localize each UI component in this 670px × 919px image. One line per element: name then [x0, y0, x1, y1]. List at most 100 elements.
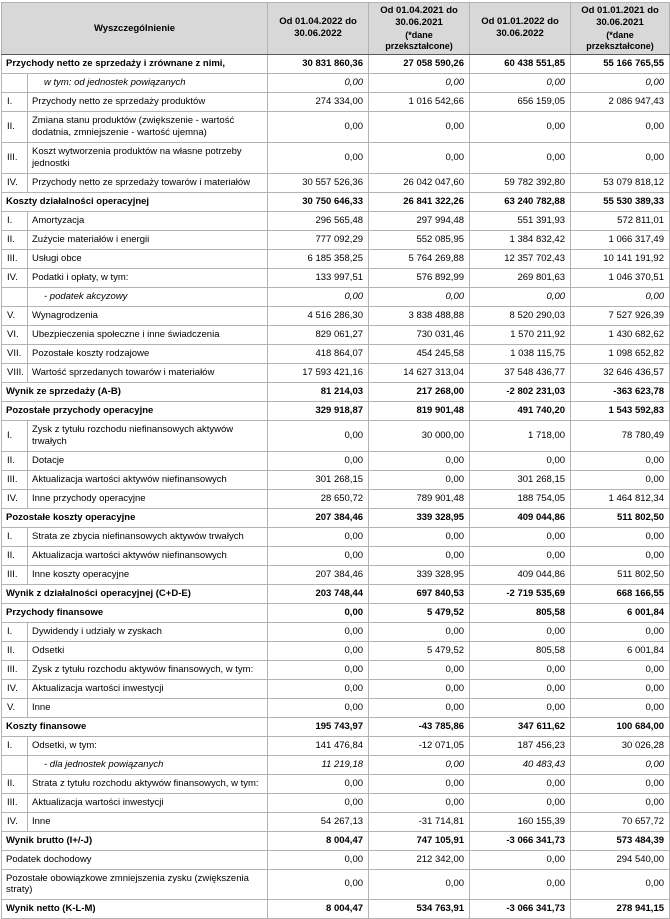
- row-value: 0,00: [469, 678, 572, 699]
- row-value: 37 548 436,77: [469, 362, 572, 383]
- header-row: Wyszczególnienie Od 01.04.2022 do 30.06.…: [0, 1, 670, 56]
- table-row: VIII. Wartość sprzedanych towarów i mater…: [1, 362, 670, 383]
- row-value: 576 892,99: [368, 267, 471, 288]
- row-value: 53 079 818,12: [570, 172, 670, 193]
- row-value: 1 016 542,66: [368, 92, 471, 113]
- row-value: 1 718,00: [469, 419, 572, 452]
- row-value: 1 038 115,75: [469, 343, 572, 364]
- row-label: Przychody finansowe: [0, 602, 269, 623]
- row-value: 6 185 358,25: [267, 248, 370, 269]
- row-value: 697 840,53: [368, 583, 471, 604]
- row-value: 0,00: [469, 545, 572, 566]
- row-value: 6 001,84: [570, 602, 670, 623]
- row-label: Inne: [26, 697, 269, 718]
- row-label: Wartość sprzedanych towarów i materiałów: [26, 362, 269, 383]
- row-value: 1 430 682,62: [570, 324, 670, 345]
- row-value: 339 328,95: [368, 507, 471, 528]
- row-label: Usługi obce: [26, 248, 269, 269]
- row-value: 0,00: [469, 286, 572, 307]
- row-ordinal: [1, 754, 28, 775]
- row-value: 0,00: [368, 868, 471, 901]
- row-label: Wynik ze sprzedaży (A-B): [0, 381, 269, 402]
- table-row: III. Inne koszty operacyjne 207 384,46 339 …: [1, 564, 670, 585]
- row-value: 0,00: [469, 73, 572, 94]
- row-label: Strata z tytułu rozchodu aktywów finanso…: [26, 773, 269, 794]
- table-row: II. Zużycie materiałów i energii 777 092,2…: [1, 229, 670, 250]
- column-header-period-4: Od 01.01.2021 do 30.06.2021 (*dane przek…: [570, 1, 670, 56]
- row-value: 805,58: [469, 602, 572, 623]
- row-ordinal: III.: [1, 142, 28, 174]
- row-value: 511 802,50: [570, 564, 670, 585]
- table-row: Wynik ze sprzedaży (A-B) 81 214,03 217 268…: [0, 381, 670, 402]
- row-value: 0,00: [570, 773, 670, 794]
- row-value: 329 918,87: [267, 400, 370, 421]
- row-value: 187 456,23: [469, 735, 572, 756]
- row-ordinal: [1, 73, 28, 94]
- table-row: II. Zmiana stanu produktów (zwiększenie -…: [1, 111, 670, 143]
- row-value: 491 740,20: [469, 400, 572, 421]
- row-value: 5 764 269,88: [368, 248, 471, 269]
- row-value: 0,00: [570, 450, 670, 471]
- row-value: 160 155,39: [469, 811, 572, 832]
- row-value: -2 719 535,69: [469, 583, 572, 604]
- row-ordinal: III.: [1, 659, 28, 680]
- row-value: 0,00: [469, 526, 572, 547]
- table-row: Podatek dochodowy 0,00 212 342,00 0,00 294 5…: [0, 849, 670, 870]
- table-row: VI. Ubezpieczenia społeczne i inne świadc…: [1, 324, 670, 345]
- row-value: 0,00: [469, 792, 572, 813]
- row-value: 0,00: [267, 849, 370, 870]
- table-row: - podatek akcyzowy 0,00 0,00 0,00 0,00: [1, 286, 670, 307]
- period-note: (*dane przekształcone): [586, 29, 654, 51]
- row-value: 5 479,52: [368, 602, 471, 623]
- row-value: -3 066 341,73: [469, 830, 572, 851]
- row-ordinal: II.: [1, 111, 28, 143]
- table-row: III. Aktualizacja wartości aktywów niefin…: [1, 469, 670, 490]
- row-value: 301 268,15: [267, 469, 370, 490]
- row-value: 78 780,49: [570, 419, 670, 452]
- row-value: 1 543 592,83: [570, 400, 670, 421]
- row-ordinal: III.: [1, 469, 28, 490]
- table-row: I. Zysk z tytułu rozchodu niefinansowych …: [1, 419, 670, 452]
- row-label: Przychody netto ze sprzedaży i zrównane …: [0, 54, 269, 75]
- row-value: 0,00: [469, 849, 572, 870]
- table-row: I. Strata ze zbycia niefinansowych aktywó…: [1, 526, 670, 547]
- table-row: II. Odsetki 0,00 5 479,52 805,58 6 001,84: [1, 640, 670, 661]
- row-ordinal: II.: [1, 545, 28, 566]
- row-ordinal: VI.: [1, 324, 28, 345]
- row-value: 668 166,55: [570, 583, 670, 604]
- table-row: V. Inne 0,00 0,00 0,00 0,00: [1, 697, 670, 718]
- table-row: III. Koszt wytworzenia produktów na własn…: [1, 142, 670, 174]
- column-header-period-1: Od 01.04.2022 do 30.06.2022: [267, 1, 370, 56]
- table-row: I. Dywidendy i udziały w zyskach 0,00 0,00 0…: [1, 621, 670, 642]
- row-value: 100 684,00: [570, 716, 670, 737]
- row-ordinal: IV.: [1, 811, 28, 832]
- row-label: - dla jednostek powiązanych: [26, 754, 269, 775]
- row-label: Inne koszty operacyjne: [26, 564, 269, 585]
- row-value: -363 623,78: [570, 381, 670, 402]
- row-value: 30 831 860,36: [267, 54, 370, 75]
- row-value: 0,00: [368, 526, 471, 547]
- row-value: 0,00: [469, 868, 572, 901]
- row-value: 63 240 782,88: [469, 191, 572, 212]
- row-label: Zmiana stanu produktów (zwiększenie - wa…: [26, 111, 269, 143]
- row-label: Ubezpieczenia społeczne i inne świadczen…: [26, 324, 269, 345]
- row-value: 7 527 926,39: [570, 305, 670, 326]
- row-value: 0,00: [469, 621, 572, 642]
- table-row: IV. Aktualizacja wartości inwestycji 0,00 0…: [1, 678, 670, 699]
- row-value: -43 785,86: [368, 716, 471, 737]
- row-value: 11 219,18: [267, 754, 370, 775]
- row-ordinal: [1, 286, 28, 307]
- row-value: 10 141 191,92: [570, 248, 670, 269]
- table-row: I. Przychody netto ze sprzedaży produktów…: [1, 92, 670, 113]
- row-value: -31 714,81: [368, 811, 471, 832]
- row-value: 0,00: [368, 621, 471, 642]
- row-value: 0,00: [570, 659, 670, 680]
- row-value: 133 997,51: [267, 267, 370, 288]
- row-label: w tym: od jednostek powiązanych: [26, 73, 269, 94]
- row-value: 0,00: [267, 640, 370, 661]
- row-ordinal: III.: [1, 792, 28, 813]
- table-row: III. Aktualizacja wartości inwestycji 0,00…: [1, 792, 670, 813]
- column-header-specification: Wyszczególnienie: [0, 1, 269, 56]
- row-value: 0,00: [368, 754, 471, 775]
